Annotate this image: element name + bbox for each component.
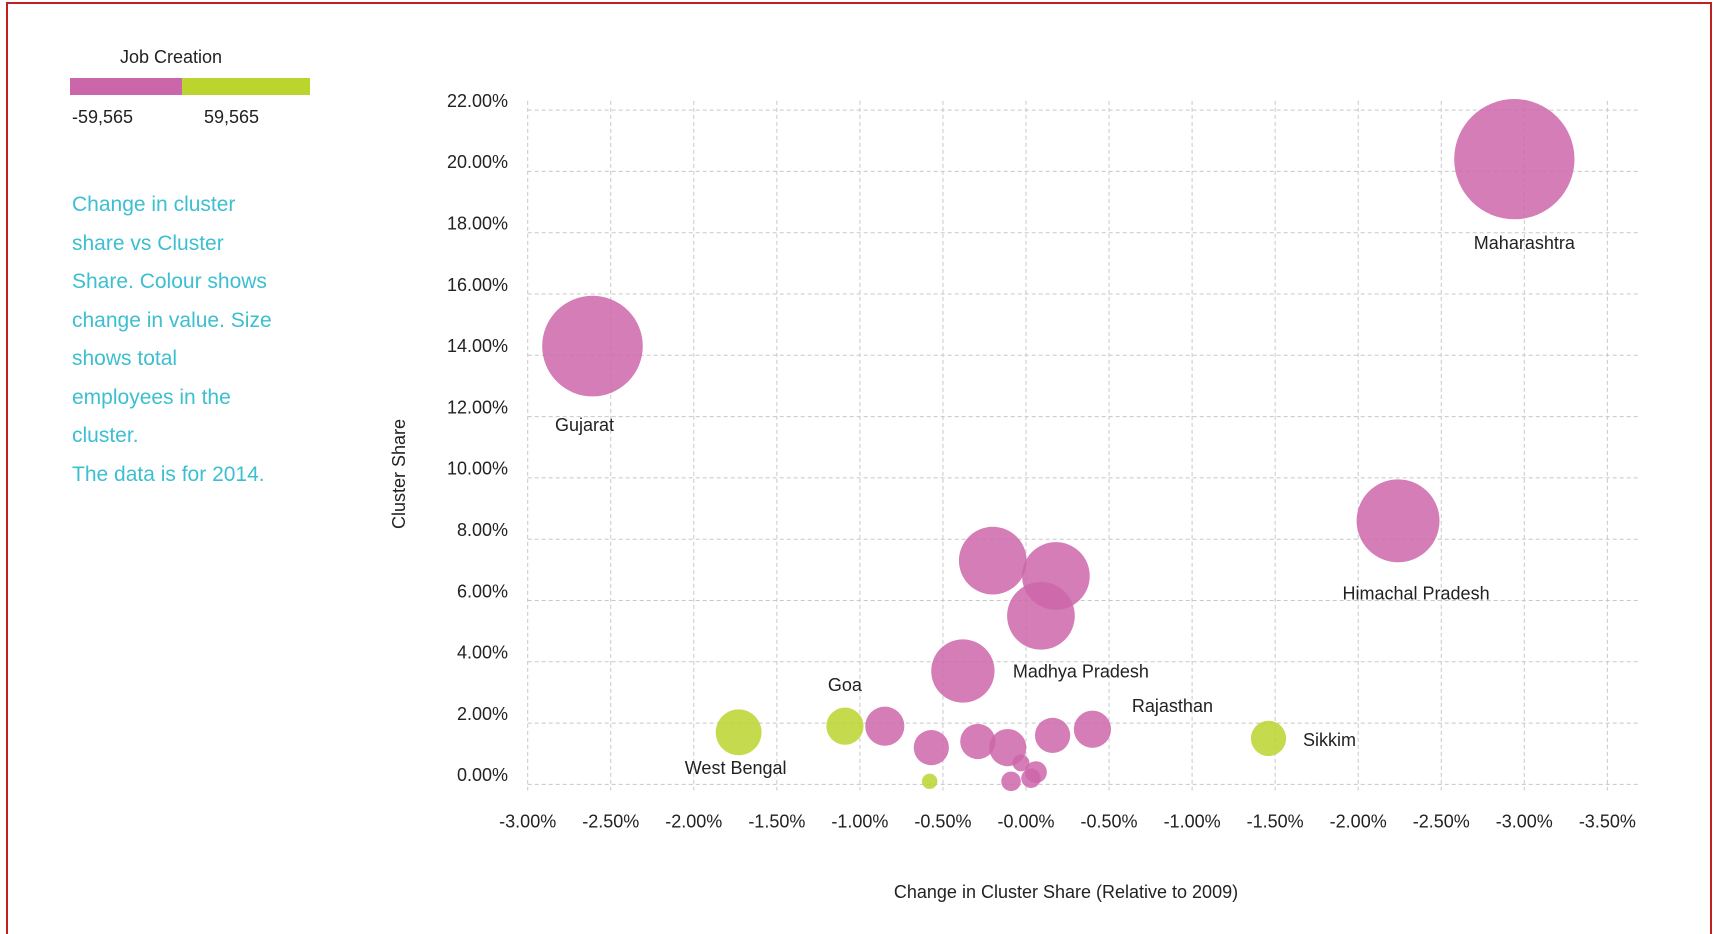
description-text: Change in cluster share vs Cluster Share…: [72, 193, 272, 447]
y-tick-label: 8.00%: [457, 520, 508, 540]
bubble: [921, 773, 938, 790]
y-tick-label: 0.00%: [457, 765, 508, 785]
x-tick-label: -1.00%: [831, 811, 888, 831]
bubble-label: Himachal Pradesh: [1343, 584, 1490, 604]
y-tick-label: 2.00%: [457, 704, 508, 724]
bubble-label: West Bengal: [685, 758, 787, 778]
y-tick-label: 14.00%: [447, 336, 508, 356]
bubble-label: Sikkim: [1303, 730, 1356, 750]
bubble-label: Rajasthan: [1132, 696, 1213, 716]
bubble: [1454, 99, 1575, 220]
x-tick-label: -1.00%: [1164, 811, 1221, 831]
bubble: [931, 639, 995, 703]
x-tick-label: -2.50%: [582, 811, 639, 831]
legend-high: [182, 78, 310, 95]
description: Change in cluster share vs Cluster Share…: [72, 186, 282, 494]
description-text: The data is for 2014.: [72, 462, 265, 486]
bubble: [542, 295, 643, 397]
bubble: [1034, 717, 1071, 753]
bubble: [1250, 720, 1287, 757]
bubble: [826, 707, 864, 745]
plot: 0.00% 2.00% 4.00% 6.00% 8.00% 10.00% 12.00% 14.…: [447, 91, 1641, 831]
legend-title: Job Creation: [120, 47, 222, 67]
bubble: [960, 723, 996, 760]
bubble-label: Madhya Pradesh: [1013, 662, 1149, 682]
y-tick-label: 22.00%: [447, 91, 508, 111]
bubble: [1073, 710, 1112, 748]
x-axis-label: Change in Cluster Share (Relative to 200…: [894, 882, 1238, 902]
y-tick-label: 16.00%: [447, 275, 508, 295]
x-tick-label: -2.00%: [1330, 811, 1387, 831]
bubble: [913, 730, 949, 766]
y-tick-label: 4.00%: [457, 643, 508, 663]
bubble-label: Maharashtra: [1474, 233, 1576, 253]
bubble: [865, 706, 905, 746]
bubble: [1356, 479, 1440, 563]
bubble-label: Goa: [828, 675, 863, 695]
x-tick-label: -2.00%: [665, 811, 722, 831]
frame: [6, 2, 1712, 934]
x-tick-label: -1.50%: [1247, 811, 1304, 831]
x-tick-label: -1.50%: [748, 811, 805, 831]
y-axis-label: Cluster Share: [389, 419, 409, 529]
x-tick-label: -0.50%: [914, 811, 971, 831]
legend-min: -59,565: [72, 107, 133, 127]
y-tick-label: 10.00%: [447, 459, 508, 479]
x-tick-label: -0.00%: [997, 811, 1054, 831]
legend-low: [70, 78, 182, 95]
x-tick-label: -2.50%: [1413, 811, 1470, 831]
bubble: [1021, 768, 1041, 789]
y-tick-label: 6.00%: [457, 581, 508, 601]
bubble-label: Gujarat: [555, 415, 614, 435]
x-tick-label: -3.00%: [499, 811, 556, 831]
y-tick-label: 12.00%: [447, 397, 508, 417]
bubble: [1012, 754, 1030, 772]
x-tick-label: -0.50%: [1081, 811, 1138, 831]
x-tick-label: -3.00%: [1496, 811, 1553, 831]
bubble: [958, 526, 1027, 595]
y-tick-label: 18.00%: [447, 213, 508, 233]
x-tick-label: -3.50%: [1579, 811, 1636, 831]
y-tick-label: 20.00%: [447, 152, 508, 172]
legend-max: 59,565: [204, 107, 259, 127]
bubble: [715, 709, 762, 756]
bubble: [1001, 771, 1021, 792]
bubble: [1007, 581, 1075, 650]
